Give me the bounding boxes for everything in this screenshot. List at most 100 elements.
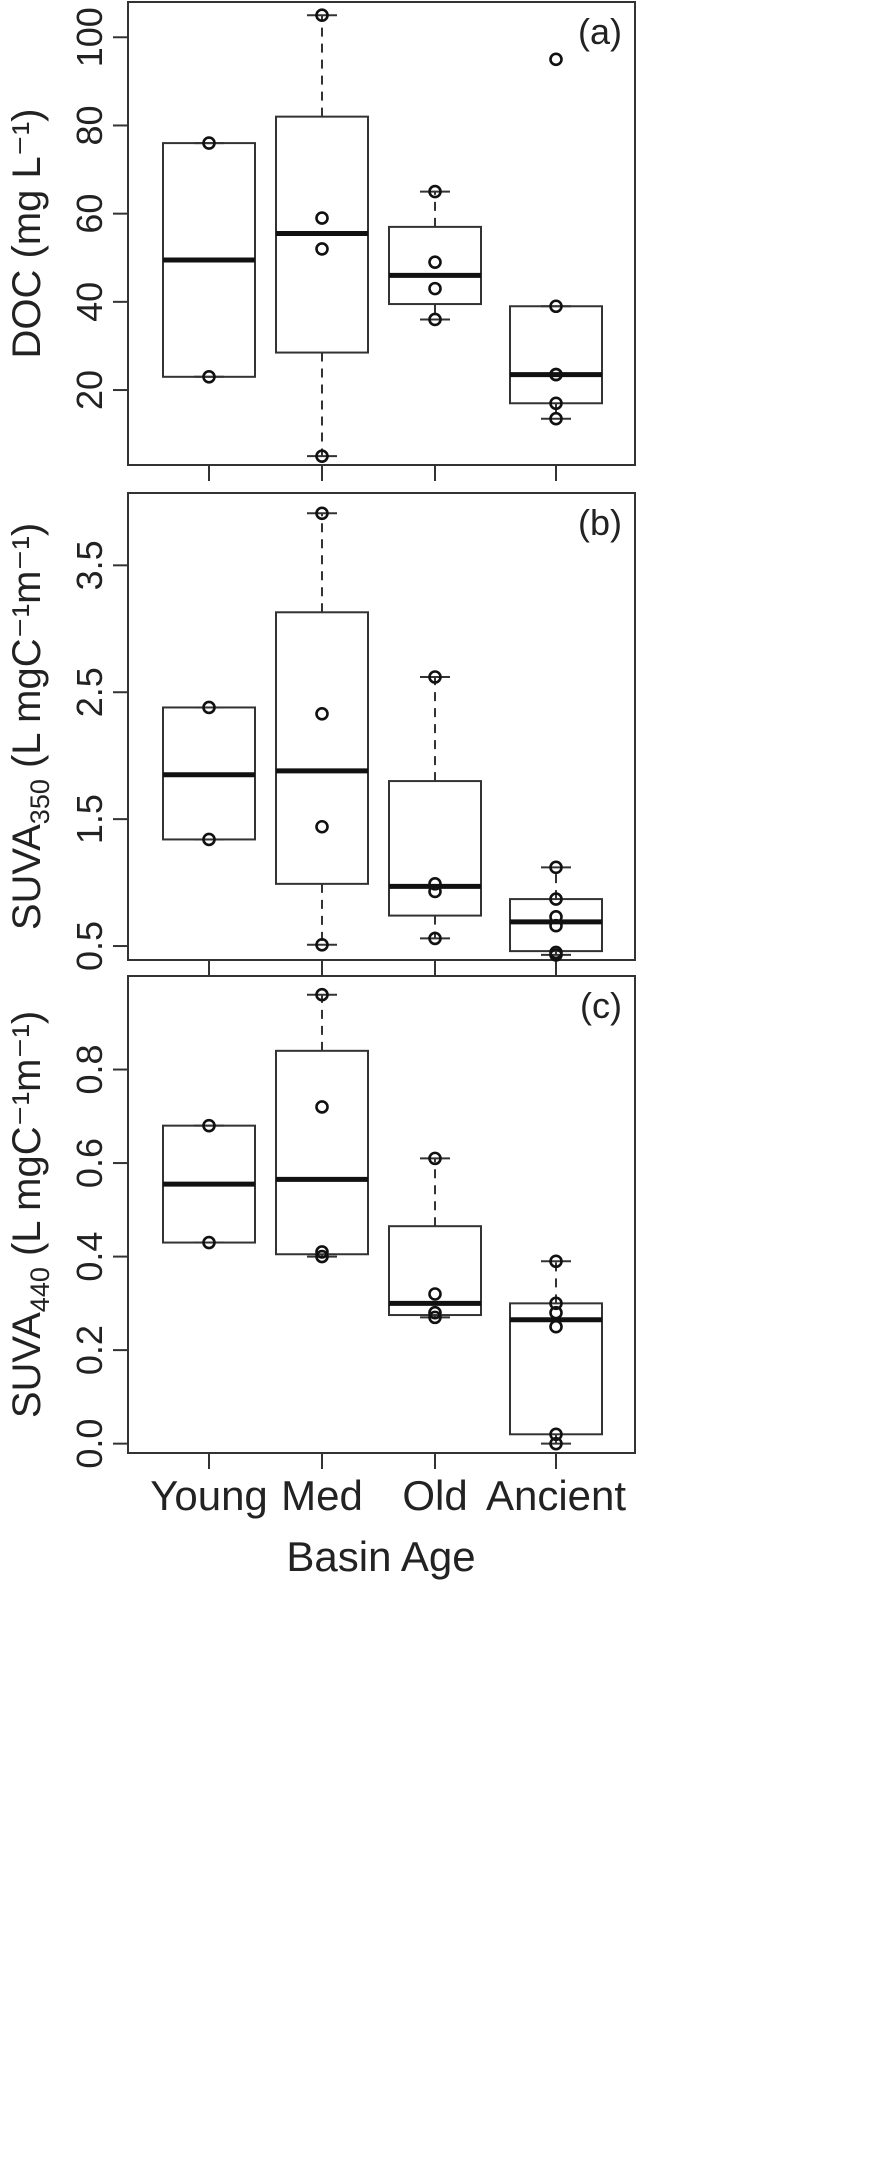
y-axis-label-subscript: 350 xyxy=(25,779,55,824)
data-point xyxy=(549,52,563,67)
data-point xyxy=(428,255,442,269)
data-point xyxy=(315,937,329,952)
plot-frame xyxy=(127,975,636,1454)
data-point xyxy=(315,506,329,521)
data-point xyxy=(428,281,442,296)
data-point xyxy=(549,411,563,426)
box-med xyxy=(275,8,369,463)
y-tick-label: 20 xyxy=(69,370,110,410)
data-point xyxy=(428,931,442,946)
data-point xyxy=(315,1100,329,1114)
x-category-label: Old xyxy=(402,1472,467,1519)
y-tick-label: 40 xyxy=(69,282,110,322)
box-old xyxy=(388,184,482,327)
panel-label: (b) xyxy=(578,502,622,543)
box-med xyxy=(275,506,369,952)
data-point xyxy=(428,1287,442,1301)
data-point xyxy=(549,1305,563,1320)
data-point xyxy=(315,8,329,23)
y-tick-label: 100 xyxy=(69,7,110,67)
panel-a: 20 40 60 80 100 DOC (mg L⁻¹) (a) xyxy=(5,1,636,481)
data-point xyxy=(202,700,216,715)
y-axis-label-units: (L mgC⁻¹m⁻¹) xyxy=(5,1011,49,1267)
box-iqr xyxy=(388,225,482,306)
box-iqr xyxy=(509,898,603,953)
x-category-label: Young xyxy=(150,1472,268,1519)
data-point xyxy=(428,884,442,899)
data-point xyxy=(315,1245,329,1259)
box-ancient xyxy=(509,860,603,962)
box-old xyxy=(388,1151,482,1325)
box-young xyxy=(162,700,256,847)
box-med xyxy=(275,987,369,1264)
data-point xyxy=(315,242,329,256)
data-point xyxy=(428,670,442,684)
data-point xyxy=(549,299,563,314)
data-point xyxy=(549,892,563,906)
y-tick-label: 0.2 xyxy=(69,1325,110,1375)
box-ancient xyxy=(509,1254,603,1451)
data-point xyxy=(315,449,329,463)
data-point xyxy=(549,1254,563,1269)
y-tick-label: 0.6 xyxy=(69,1138,110,1188)
y-tick-label: 60 xyxy=(69,194,110,234)
y-axis-label: SUVA440 (L mgC⁻¹m⁻¹) xyxy=(5,1011,55,1418)
data-point xyxy=(549,1319,563,1334)
data-point xyxy=(202,370,216,384)
data-point xyxy=(202,832,216,847)
box-iqr xyxy=(388,1225,482,1317)
data-point xyxy=(428,1310,442,1325)
y-tick-label: 1.5 xyxy=(69,794,110,844)
data-point xyxy=(549,1427,563,1442)
box-young xyxy=(162,136,256,384)
plot-frame xyxy=(127,492,636,961)
box-young xyxy=(162,1118,256,1250)
data-point xyxy=(549,1436,563,1451)
data-point xyxy=(549,396,563,411)
data-point xyxy=(428,1151,442,1166)
box-iqr xyxy=(509,305,603,405)
box-iqr xyxy=(275,611,369,885)
box-old xyxy=(388,670,482,946)
box-iqr xyxy=(388,780,482,917)
data-point xyxy=(549,1296,563,1311)
box-iqr xyxy=(509,1302,603,1436)
plot-frame xyxy=(127,1,636,466)
y-tick-label: 3.5 xyxy=(69,540,110,590)
data-point xyxy=(202,1118,216,1133)
y-tick-label: 0.8 xyxy=(69,1045,110,1095)
data-point xyxy=(315,987,329,1002)
y-axis-label: SUVA350 (L mgC⁻¹m⁻¹) xyxy=(5,523,55,930)
panel-c: 0.0 0.2 0.4 0.6 0.8 SUVA440 (L mgC⁻¹m⁻¹) (c) Yo… xyxy=(5,975,636,1580)
y-axis-label-main: SUVA xyxy=(5,824,49,930)
y-axis-label-subscript: 440 xyxy=(25,1267,55,1312)
data-point xyxy=(315,819,329,834)
data-point xyxy=(315,211,329,225)
panel-label: (c) xyxy=(580,985,622,1026)
data-point xyxy=(428,184,442,199)
y-tick-label: 0.0 xyxy=(69,1419,110,1469)
data-point xyxy=(202,1235,216,1250)
data-point xyxy=(315,707,329,721)
data-point xyxy=(549,918,563,933)
data-point xyxy=(202,136,216,150)
y-axis-label-main: SUVA xyxy=(5,1312,49,1418)
data-point xyxy=(428,1305,442,1320)
panel-b: 0.5 1.5 2.5 3.5 SUVA350 (L mgC⁻¹m⁻¹) (b) xyxy=(5,492,636,976)
data-point xyxy=(549,860,563,875)
panel-label: (a) xyxy=(578,11,622,52)
data-point xyxy=(549,945,563,960)
box-iqr xyxy=(275,1049,369,1256)
y-axis-label-units: (L mgC⁻¹m⁻¹) xyxy=(5,523,49,779)
y-tick-label: 2.5 xyxy=(69,667,110,717)
y-axis-label-main: DOC (mg L⁻¹) xyxy=(5,109,49,359)
y-tick-label: 0.4 xyxy=(69,1232,110,1282)
data-point xyxy=(315,1249,329,1264)
x-category-label: Med xyxy=(281,1472,363,1519)
y-axis-label: DOC (mg L⁻¹) xyxy=(5,109,49,359)
y-tick-label: 0.5 xyxy=(69,921,110,971)
data-point xyxy=(549,910,563,924)
x-axis-label: Basin Age xyxy=(286,1533,475,1580)
